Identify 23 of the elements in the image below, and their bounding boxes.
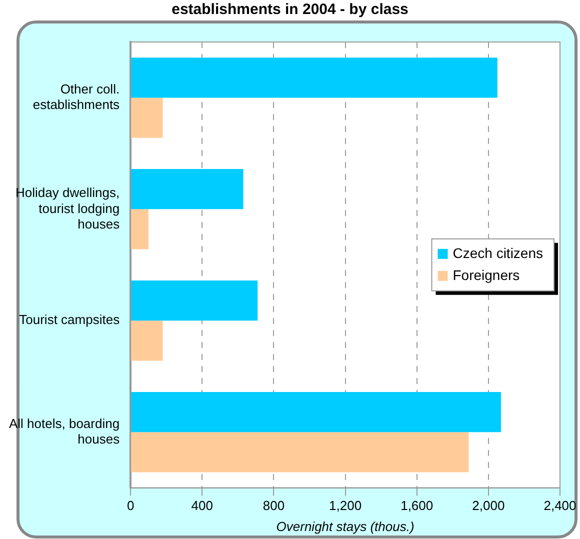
bar [131,98,163,138]
x-tick-label: 0 [126,498,134,514]
legend-label: Czech citizens [452,244,544,261]
x-axis-title: Overnight stays (thous.) [276,518,414,534]
bar [131,280,258,321]
bar [131,209,148,250]
x-tick-label: 1,200 [329,498,362,514]
x-tick-label: 800 [262,498,285,514]
x-tick-label: 1,600 [400,498,434,514]
chart-title: establishments in 2004 - by class [170,0,410,20]
x-tick-label: 2,400 [544,498,576,514]
y-tick-label: All hotels, boarding houses [8,416,120,446]
bar [131,58,498,98]
y-tick-label: Holiday dwellings, tourist lodging houses [16,185,120,232]
y-tick-label: Other coll. establishments [32,82,120,112]
bar [131,432,469,472]
bar [131,392,501,432]
legend-label: Foreigners [452,266,520,283]
y-tick-label: Tourist campsites [19,312,120,328]
bar [131,169,244,210]
x-tick-label: 2,000 [472,498,505,514]
x-tick-label: 400 [191,498,213,514]
bar [131,320,163,361]
